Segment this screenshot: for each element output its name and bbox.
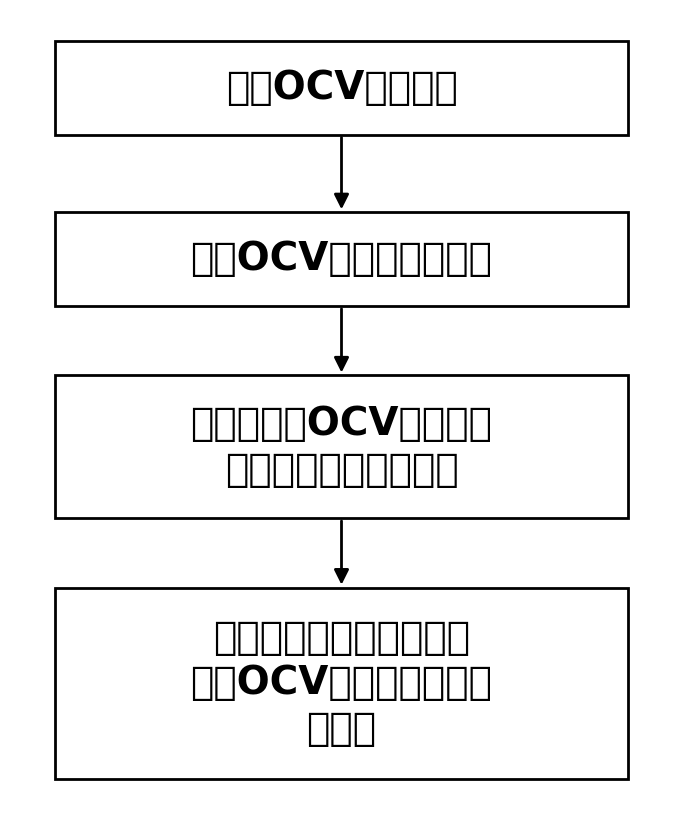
- FancyBboxPatch shape: [55, 41, 628, 135]
- Text: 依据完备的OCV估算方程
设计开路电压估算方法: 依据完备的OCV估算方程 设计开路电压估算方法: [191, 405, 492, 489]
- Text: 将基于气液动力学模型的
电池OCV估算方法在硬件
上实现: 将基于气液动力学模型的 电池OCV估算方法在硬件 上实现: [191, 619, 492, 748]
- Text: 推导OCV估算方程: 推导OCV估算方程: [225, 69, 458, 107]
- FancyBboxPatch shape: [55, 588, 628, 779]
- Text: 辨识OCV估算方程中参数: 辨识OCV估算方程中参数: [191, 240, 492, 278]
- FancyBboxPatch shape: [55, 375, 628, 518]
- FancyBboxPatch shape: [55, 212, 628, 306]
